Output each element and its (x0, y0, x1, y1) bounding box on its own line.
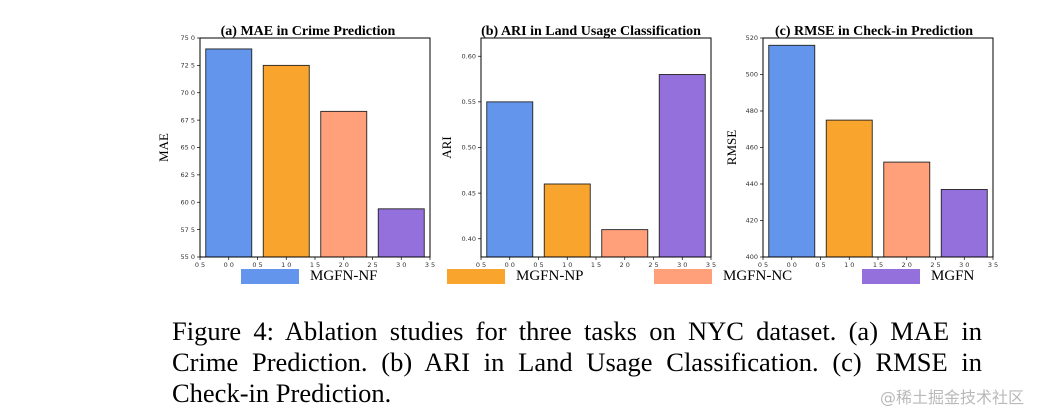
legend-label-mgfn: MGFN (931, 268, 975, 284)
x-tick-label: 0 0 (224, 261, 234, 269)
x-tick-label: 1 0 (281, 261, 291, 269)
x-tick-label: 0 5 (252, 261, 262, 269)
chart-panel-3: 400 420 440 460 480 500 520 0 5 0 0 0 5 1 0 1 5 2 0 2… (724, 24, 998, 269)
y-tick-label: 0.50 (462, 144, 476, 152)
y-tick-label: 62 5 (181, 171, 195, 179)
y-tick-label: 520 (746, 34, 758, 42)
y-axis-label: ARI (439, 136, 454, 158)
x-tick-label: 0 0 (787, 261, 797, 269)
legend-item-mgfn-nf: MGFN-NF (241, 268, 378, 285)
legend-item-mgfn-np: MGFN-NP (447, 268, 584, 285)
chart-panel-1: 55 0 57 5 60 0 62 5 65 0 67 5 70 0 72 5 75 0 0 5 0… (156, 24, 435, 269)
x-tick-label: 2 5 (930, 261, 940, 269)
bar-mgfn (658, 74, 706, 258)
y-tick-label: 420 (746, 217, 758, 225)
x-tick-label: 1 0 (844, 261, 854, 269)
chart-panel-2: 0.40 0.45 0.50 0.55 0.60 0 5 0 0 0 5 1 0 1 5 2 0 2 … (439, 24, 716, 269)
x-tick-label: 0 5 (758, 261, 768, 269)
x-tick-label: 2 0 (902, 261, 912, 269)
y-tick-label: 57 5 (181, 226, 195, 234)
bar-mgfn-np (262, 64, 310, 258)
legend: MGFN-NF MGFN-NP MGFN-NC MGFN (0, 268, 1040, 292)
legend-label-mgfn-np: MGFN-NP (516, 268, 584, 284)
bar-mgfn-nf (768, 44, 816, 258)
y-tick-label: 480 (746, 107, 758, 115)
y-axis-label: MAE (156, 133, 171, 162)
y-tick-label: 75 0 (181, 34, 195, 42)
legend-swatch-mgfn-nc (654, 269, 712, 284)
x-tick-label: 3 5 (706, 261, 716, 269)
bar-mgfn-np (543, 183, 591, 258)
bar-mgfn-nf (486, 101, 534, 258)
y-tick-label: 460 (746, 144, 758, 152)
x-tick-label: 3 5 (425, 261, 435, 269)
legend-swatch-mgfn (862, 269, 920, 284)
x-tick-label: 1 0 (562, 261, 572, 269)
legend-item-mgfn: MGFN (862, 268, 974, 285)
legend-label-mgfn-nf: MGFN-NF (310, 268, 378, 284)
x-tick-label: 1 5 (873, 261, 883, 269)
x-tick-label: 3 0 (959, 261, 969, 269)
bar-mgfn-nc (320, 110, 368, 258)
bar-mgfn (377, 208, 425, 258)
x-tick-label: 2 5 (367, 261, 377, 269)
y-tick-label: 0.60 (462, 52, 476, 60)
x-tick-label: 3 0 (396, 261, 406, 269)
chart-title: (a) MAE in Crime Prediction (221, 24, 396, 39)
legend-swatch-mgfn-np (447, 269, 505, 284)
x-tick-label: 0 5 (476, 261, 486, 269)
y-tick-label: 65 0 (181, 144, 195, 152)
x-tick-label: 3 5 (988, 261, 998, 269)
x-tick-label: 0 5 (195, 261, 205, 269)
chart-title: (c) RMSE in Check-in Prediction (775, 24, 973, 39)
y-axis-label: RMSE (724, 130, 739, 165)
y-tick-label: 72 5 (181, 62, 195, 70)
y-tick-label: 440 (746, 180, 758, 188)
y-tick-label: 70 0 (181, 89, 195, 97)
x-tick-label: 1 5 (591, 261, 601, 269)
legend-label-mgfn-nc: MGFN-NC (723, 268, 793, 284)
bar-mgfn-nc (601, 229, 649, 258)
bar-mgfn (940, 189, 988, 258)
y-tick-label: 0.40 (462, 235, 476, 243)
bar-mgfn-nf (205, 48, 253, 258)
figure-caption: Figure 4: Ablation studies for three tas… (172, 316, 982, 408)
x-tick-label: 2 0 (620, 261, 630, 269)
legend-swatch-mgfn-nf (241, 269, 299, 284)
watermark: @稀土掘金技术社区 (879, 388, 1024, 407)
y-tick-label: 55 0 (181, 253, 195, 261)
x-tick-label: 0 0 (505, 261, 515, 269)
y-tick-label: 500 (746, 71, 758, 79)
x-tick-label: 2 5 (648, 261, 658, 269)
x-tick-label: 3 0 (677, 261, 687, 269)
x-tick-label: 0 5 (533, 261, 543, 269)
y-tick-label: 67 5 (181, 116, 195, 124)
x-tick-label: 0 5 (815, 261, 825, 269)
y-tick-label: 0.45 (462, 189, 476, 197)
chart-title: (b) ARI in Land Usage Classification (481, 24, 701, 39)
y-tick-label: 60 0 (181, 198, 195, 206)
x-tick-label: 2 0 (339, 261, 349, 269)
legend-item-mgfn-nc: MGFN-NC (654, 268, 792, 285)
y-tick-label: 0.55 (462, 98, 476, 106)
x-tick-label: 1 5 (310, 261, 320, 269)
bar-mgfn-nc (883, 161, 931, 258)
y-tick-label: 400 (746, 253, 758, 261)
bar-mgfn-np (825, 119, 873, 258)
